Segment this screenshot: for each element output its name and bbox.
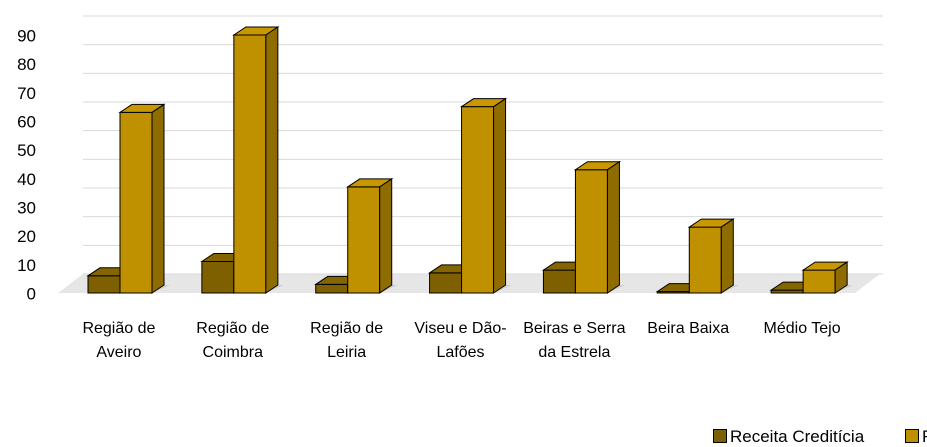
bar: [118, 103, 170, 294]
y-tick-label: 10: [17, 256, 36, 275]
bar: [573, 160, 626, 294]
bar: [801, 261, 854, 294]
y-tick-label: 20: [17, 227, 36, 246]
bar-front: [233, 34, 267, 294]
bar: [232, 26, 284, 294]
x-tick-label: Região de Leiria: [310, 320, 384, 361]
legend-swatch: [905, 429, 919, 443]
bar: [346, 177, 398, 294]
bar-front: [119, 111, 153, 294]
legend-item: Receita Creditícia: [713, 427, 864, 447]
bar-front: [574, 169, 608, 294]
legend-label: Receita Comunitária: [922, 427, 927, 446]
x-tick-label: Beiras e Serra da Estrela: [523, 320, 626, 361]
legend-swatch: [713, 429, 727, 443]
bar-side: [379, 177, 393, 294]
y-tick-label: 30: [17, 198, 36, 217]
legend-label: Receita Creditícia: [730, 427, 865, 446]
bar-front: [688, 226, 722, 294]
x-tick-label: Região de Aveiro: [82, 320, 156, 361]
bar-front: [802, 269, 836, 294]
legend-item: Receita Comunitária: [905, 427, 927, 447]
bar-side: [265, 26, 279, 294]
y-tick-label: 70: [17, 84, 36, 103]
x-tick-label: Beira Baixa: [647, 320, 730, 337]
bar: [687, 218, 740, 294]
bar-front: [429, 272, 463, 294]
x-tick-label: Viseu e Dão-Lafões: [414, 320, 507, 361]
bar-side: [834, 261, 848, 294]
bar-front: [201, 260, 235, 294]
bar-side: [606, 160, 620, 294]
bar: [459, 97, 512, 294]
x-tick-label: Região de Coimbra: [196, 320, 270, 361]
bar-side: [493, 97, 507, 294]
bar-front: [347, 186, 381, 294]
y-tick-label: 40: [17, 170, 36, 189]
y-tick-label: 90: [17, 26, 36, 45]
y-tick-label: 50: [17, 141, 36, 160]
bar-side: [720, 218, 734, 294]
bar-front: [542, 269, 576, 294]
bar-side: [151, 103, 165, 294]
y-tick-label: 60: [17, 112, 36, 131]
y-tick-label: 0: [27, 284, 36, 303]
bar-front: [315, 283, 349, 294]
x-tick-label: Médio Tejo: [763, 320, 841, 337]
bar-front: [87, 275, 121, 294]
y-tick-label: 80: [17, 55, 36, 74]
bar-front: [461, 106, 495, 294]
